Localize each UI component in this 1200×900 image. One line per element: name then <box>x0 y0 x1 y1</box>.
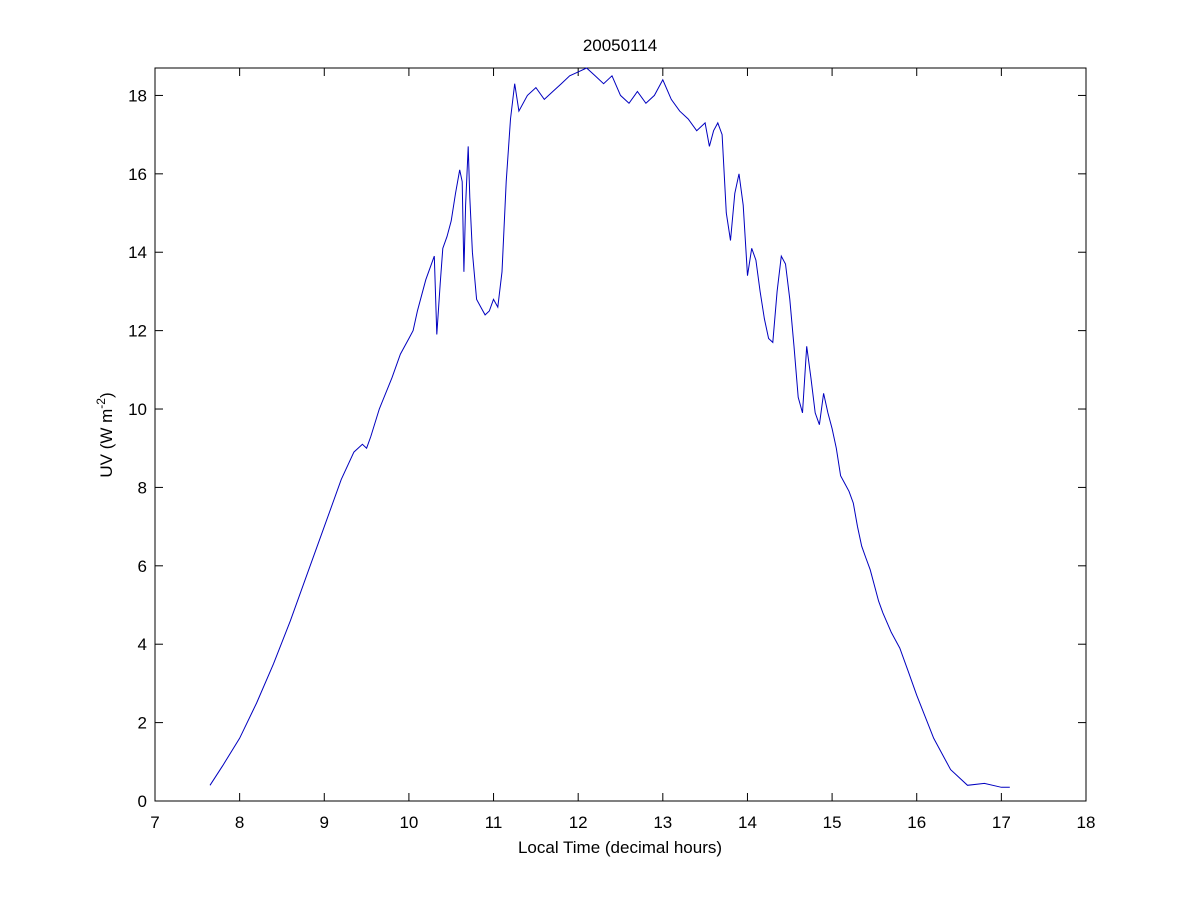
y-ticks: 0 2 4 6 8 10 12 14 16 18 <box>128 86 1086 811</box>
y-tick-label: 18 <box>128 86 147 105</box>
x-tick-label: 12 <box>569 813 588 832</box>
x-tick-label: 17 <box>992 813 1011 832</box>
x-tick-label: 13 <box>653 813 672 832</box>
plot-area-frame <box>154 67 1087 802</box>
y-tick-label: 16 <box>128 165 147 184</box>
x-ticks: 7 8 9 10 11 12 13 14 15 16 17 18 <box>150 68 1095 832</box>
y-tick-label: 4 <box>138 635 147 654</box>
uv-series-line <box>209 67 1010 788</box>
y-axis-label-close: ) <box>97 392 116 398</box>
x-tick-label: 18 <box>1077 813 1096 832</box>
y-tick-label: 12 <box>128 322 147 341</box>
x-tick-label: 14 <box>738 813 757 832</box>
x-axis-label: Local Time (decimal hours) <box>518 838 722 857</box>
y-axis-label-exponent: -2 <box>94 398 108 409</box>
y-axis-label-text: UV (W m <box>97 409 116 478</box>
x-tick-label: 16 <box>907 813 926 832</box>
x-tick-label: 9 <box>320 813 329 832</box>
y-tick-label: 0 <box>138 792 147 811</box>
y-tick-label: 10 <box>128 400 147 419</box>
x-tick-label: 10 <box>399 813 418 832</box>
y-tick-label: 8 <box>138 478 147 497</box>
x-tick-label: 15 <box>823 813 842 832</box>
x-tick-label: 7 <box>150 813 159 832</box>
x-tick-label: 8 <box>235 813 244 832</box>
y-tick-label: 2 <box>138 714 147 733</box>
y-tick-label: 14 <box>128 243 147 262</box>
y-axis-label: UV (W m-2) <box>94 392 116 477</box>
y-tick-label: 6 <box>138 557 147 576</box>
x-tick-label: 11 <box>485 813 503 832</box>
chart-title: 20050114 <box>583 36 657 55</box>
